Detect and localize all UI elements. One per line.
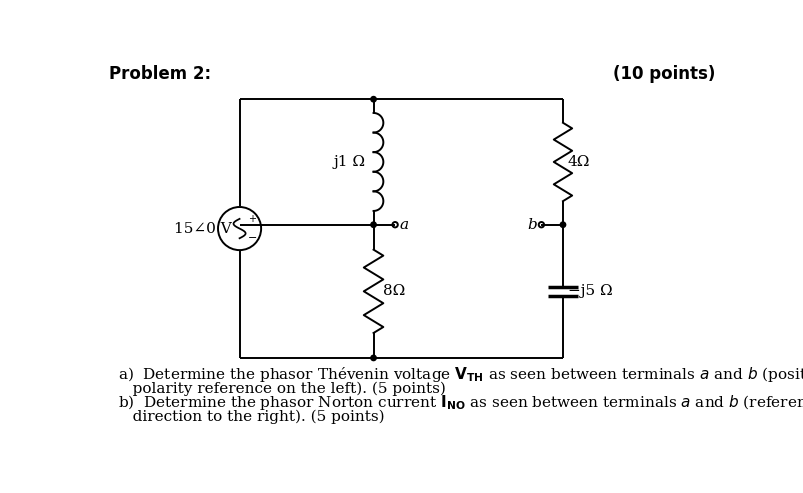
- Circle shape: [370, 97, 376, 102]
- Text: b)  Determine the phasor Norton current $\mathbf{I}_{\mathbf{NO}}$ as seen betwe: b) Determine the phasor Norton current $…: [118, 393, 803, 412]
- Text: direction to the right). (5 points): direction to the right). (5 points): [118, 410, 384, 424]
- Text: 15∠0 V: 15∠0 V: [174, 221, 231, 236]
- Text: b: b: [527, 218, 536, 232]
- Text: a: a: [399, 218, 409, 232]
- Text: −: −: [247, 233, 257, 243]
- Text: (10 points): (10 points): [613, 65, 715, 83]
- Text: −j5 Ω: −j5 Ω: [567, 284, 611, 298]
- Circle shape: [560, 222, 565, 227]
- Text: 4Ω: 4Ω: [567, 155, 589, 169]
- Text: 8Ω: 8Ω: [382, 284, 405, 298]
- Circle shape: [370, 222, 376, 227]
- Circle shape: [370, 355, 376, 360]
- Text: j1 Ω: j1 Ω: [333, 155, 365, 169]
- Text: a)  Determine the phasor Thévenin voltage $\mathbf{V}_{\mathbf{TH}}$ as seen bet: a) Determine the phasor Thévenin voltage…: [118, 365, 803, 384]
- Text: +: +: [248, 214, 256, 224]
- Text: Problem 2:: Problem 2:: [108, 65, 210, 83]
- Text: polarity reference on the left). (5 points): polarity reference on the left). (5 poin…: [118, 381, 445, 395]
